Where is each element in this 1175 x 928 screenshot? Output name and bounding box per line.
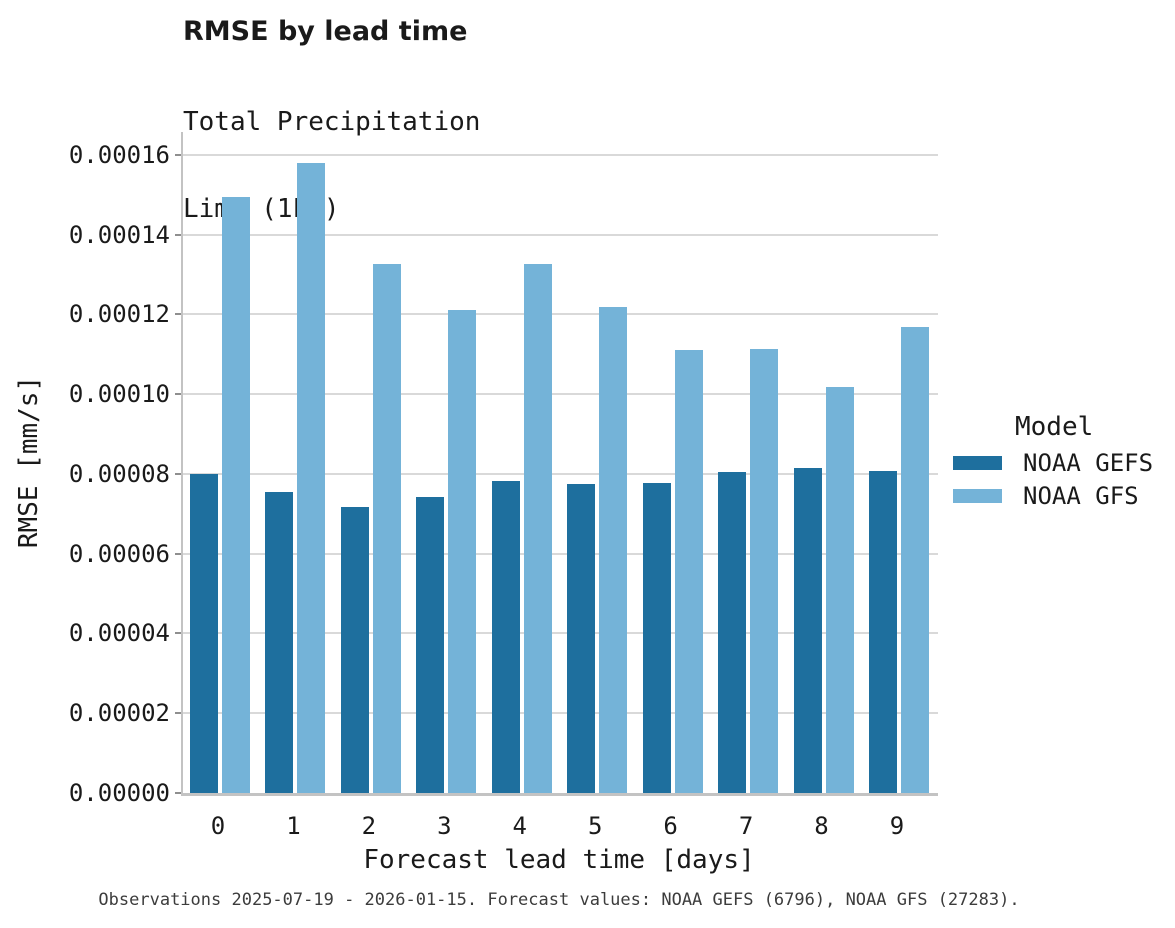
- bar-noaa-gefs-day-5: [567, 484, 596, 793]
- y-tick-label: 0.00008: [68, 459, 170, 488]
- y-tick-label: 0.00006: [68, 539, 170, 568]
- y-tick-mark: [175, 153, 181, 156]
- bar-noaa-gfs-day-1: [297, 163, 326, 793]
- x-tick-label-3: 3: [437, 812, 452, 840]
- bar-noaa-gefs-day-9: [868, 470, 897, 793]
- gridline-y-0.00010: [183, 393, 938, 396]
- gridline-y-0.00012: [183, 313, 938, 316]
- legend-title: Model: [1015, 412, 1094, 442]
- y-tick-label: 0.00012: [68, 300, 170, 329]
- bar-noaa-gfs-day-8: [825, 386, 854, 793]
- y-tick-label: 0.00000: [68, 779, 170, 807]
- bar-noaa-gfs-day-3: [448, 309, 477, 793]
- y-tick-mark: [175, 792, 181, 794]
- y-tick-mark: [175, 472, 181, 475]
- bar-noaa-gfs-day-7: [750, 349, 779, 793]
- y-tick-mark: [175, 552, 181, 555]
- gridline-y-0.00004: [183, 632, 938, 635]
- y-tick-mark: [175, 233, 181, 236]
- chart-title: RMSE by lead time: [183, 16, 468, 47]
- bar-noaa-gefs-day-7: [718, 471, 747, 793]
- bar-noaa-gefs-day-1: [265, 491, 294, 793]
- chart-subtitle-line-1: Total Precipitation: [183, 107, 481, 137]
- bar-noaa-gefs-day-3: [416, 496, 445, 793]
- legend-label: NOAA GEFS: [1023, 449, 1154, 477]
- x-tick-label-5: 5: [587, 812, 603, 840]
- plot-panel: [181, 132, 938, 796]
- bar-noaa-gfs-day-4: [523, 264, 552, 793]
- bar-noaa-gfs-day-0: [222, 197, 250, 793]
- x-tick-label-2: 2: [361, 812, 377, 840]
- bar-noaa-gfs-day-5: [599, 307, 628, 793]
- legend-label: NOAA GFS: [1023, 482, 1139, 510]
- x-axis-title: Forecast lead time [days]: [363, 845, 755, 875]
- y-tick-mark: [175, 313, 181, 316]
- bar-noaa-gfs-day-9: [900, 326, 929, 793]
- gridline-y-0.00014: [183, 233, 938, 236]
- y-tick-label: 0.00016: [68, 140, 170, 169]
- bar-noaa-gefs-day-2: [340, 507, 369, 793]
- x-tick-label-7: 7: [738, 812, 754, 840]
- bar-noaa-gefs-day-8: [793, 467, 822, 793]
- bar-noaa-gfs-day-6: [674, 350, 703, 793]
- y-tick-mark: [175, 393, 181, 396]
- bar-noaa-gefs-day-0: [190, 474, 218, 793]
- x-tick-label-1: 1: [286, 812, 301, 840]
- chart-caption: Observations 2025-07-19 - 2026-01-15. Fo…: [98, 890, 1020, 910]
- gridline-y-0.00016: [183, 153, 938, 156]
- x-tick-label-6: 6: [663, 812, 678, 840]
- y-tick-mark: [175, 712, 181, 715]
- legend-item-noaa-gfs: NOAA GFS: [953, 482, 1139, 510]
- bar-noaa-gfs-day-2: [372, 264, 401, 793]
- y-tick-label: 0.00004: [68, 619, 170, 648]
- legend-swatch-noaa-gefs: [953, 456, 1002, 470]
- gridline-y-0.00006: [183, 552, 938, 555]
- x-tick-label-4: 4: [512, 812, 527, 840]
- x-tick-label-0: 0: [210, 812, 226, 840]
- bar-noaa-gefs-day-6: [642, 482, 671, 793]
- bar-noaa-gefs-day-4: [491, 480, 520, 793]
- gridline-y-0.00002: [183, 712, 938, 715]
- gridline-y-0.00008: [183, 472, 938, 475]
- y-tick-label: 0.00010: [68, 380, 170, 409]
- y-tick-label: 0.00014: [68, 220, 170, 249]
- y-tick-label: 0.00002: [68, 699, 170, 728]
- legend-item-noaa-gefs: NOAA GEFS: [953, 449, 1153, 477]
- x-tick-label-9: 9: [889, 812, 905, 840]
- x-tick-label-8: 8: [814, 812, 829, 840]
- legend-swatch-noaa-gfs: [953, 489, 1002, 503]
- y-tick-mark: [175, 632, 181, 635]
